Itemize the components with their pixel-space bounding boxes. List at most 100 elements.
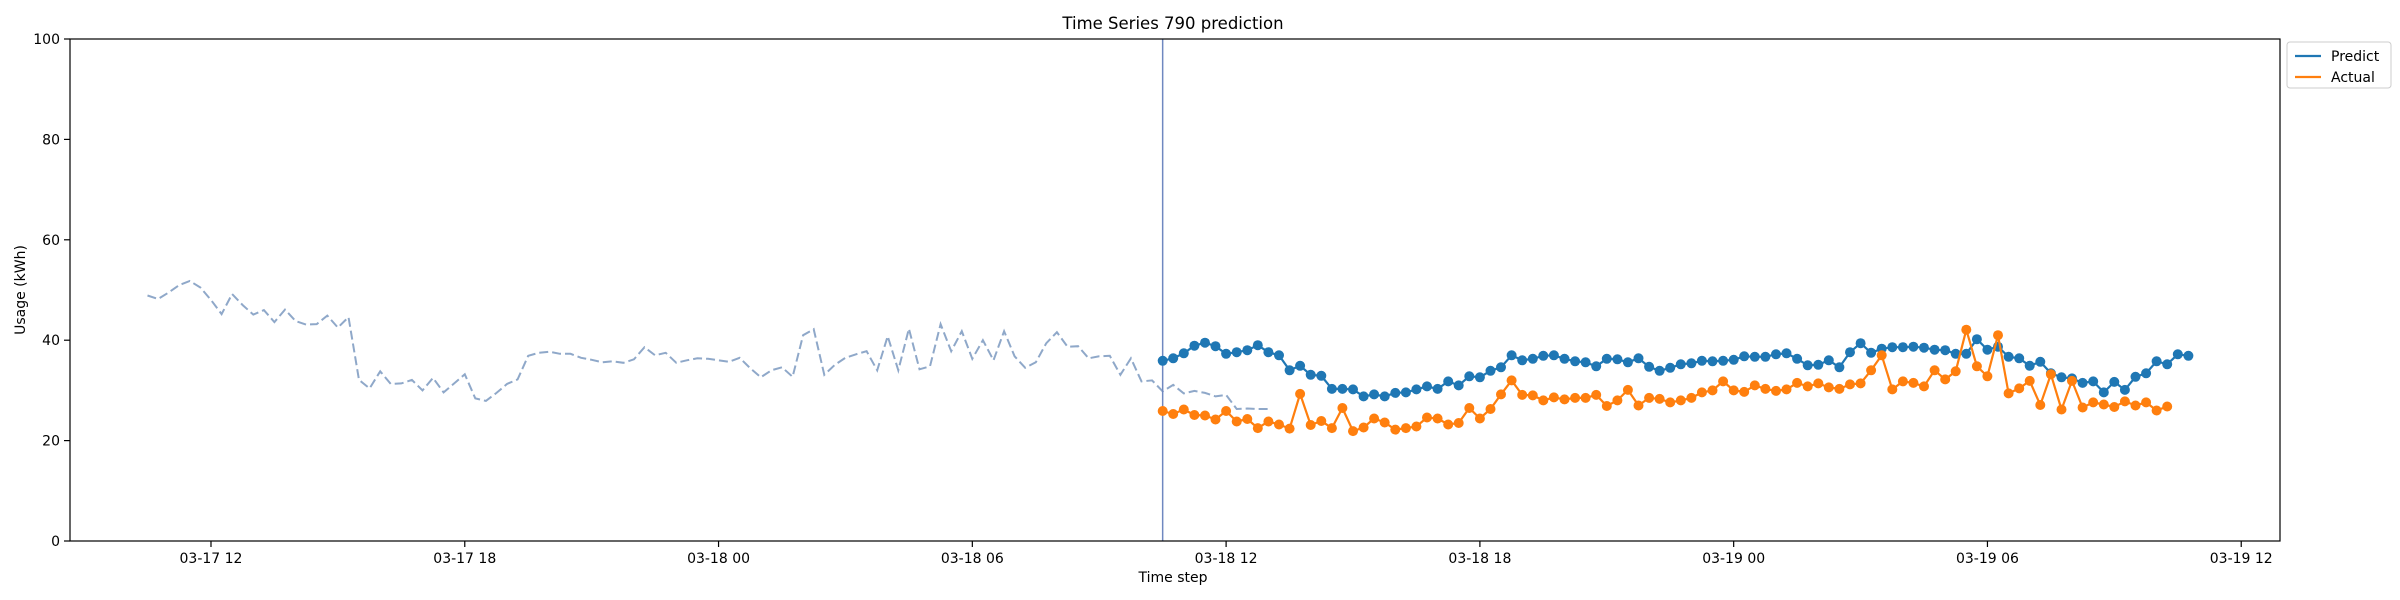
data-point-predict [1443,376,1454,387]
data-point-predict [1517,355,1528,366]
data-point-predict [1337,383,1348,394]
data-point-predict [1950,348,1961,359]
data-point-predict [1390,387,1401,398]
data-point-actual [1548,392,1559,403]
data-point-predict [1760,351,1771,362]
data-point-actual [2003,388,2014,399]
data-point-predict [1644,361,1655,372]
data-point-actual [2067,375,2077,386]
data-point-predict [1485,365,1496,376]
data-point-actual [1485,404,1496,414]
data-point-actual [1845,379,1855,390]
data-point-actual [1326,423,1337,434]
data-point-predict [1358,391,1369,402]
data-point-actual [1675,395,1686,406]
x-tick-label: 03-19 12 [2210,551,2273,567]
data-point-predict [1474,372,1485,383]
data-point-actual [1728,385,1739,396]
data-point-actual [1654,393,1665,404]
data-point-predict [1982,344,1993,355]
data-point-actual [1517,389,1528,400]
data-point-predict [1622,357,1633,368]
data-point-actual [1422,412,1432,423]
data-point-actual [2141,397,2152,408]
x-tick-label: 03-17 18 [433,551,496,567]
data-point-predict [1252,340,1263,351]
data-point-predict [1326,383,1337,394]
data-point-predict [1348,384,1358,395]
data-point-predict [1496,362,1506,373]
data-point-actual [1274,419,1284,430]
data-point-predict [2172,349,2183,360]
data-point-actual [2162,401,2173,412]
data-point-predict [1411,384,1422,395]
data-point-predict [1612,354,1623,365]
data-point-predict [2119,384,2130,395]
data-point-predict [1749,351,1760,362]
data-point-predict [1633,353,1644,364]
data-point-predict [1665,362,1676,373]
data-point-predict [1696,355,1707,366]
data-point-actual [1242,414,1253,424]
data-point-predict [2088,376,2099,387]
data-point-predict [2151,356,2162,367]
data-point-actual [2109,402,2120,412]
data-point-actual [1390,424,1401,435]
data-point-actual [1908,377,1919,388]
data-point-predict [1538,350,1549,361]
x-tick-label: 03-18 06 [941,551,1004,567]
data-point-predict [1855,338,1866,349]
data-point-actual [1961,324,1972,335]
data-point-predict [1823,355,1834,366]
data-point-actual [1633,400,1644,411]
data-point-predict [1834,362,1845,373]
data-point-predict [1866,347,1877,358]
data-point-predict [1961,348,1972,359]
data-point-predict [1178,348,1189,359]
data-point-actual [1379,417,1390,428]
data-point-actual [1263,416,1274,427]
data-point-predict [1718,355,1729,366]
data-point-actual [2014,383,2025,394]
data-point-predict [2141,368,2152,379]
data-point-actual [1834,383,1845,394]
data-point-predict [1189,340,1200,351]
data-point-predict [1316,370,1327,381]
y-tick-label: 40 [42,333,60,349]
data-point-predict [1781,348,1792,359]
x-tick-label: 03-18 18 [1448,551,1511,567]
plot-frame [69,38,2281,542]
data-point-predict [2109,376,2120,387]
data-point-predict [1675,359,1686,370]
data-point-predict [1654,365,1665,376]
data-point-predict [2035,356,2046,367]
data-point-predict [2056,372,2067,383]
data-point-predict [1570,356,1581,367]
data-point-predict [1464,371,1475,382]
data-point-actual [1295,388,1306,399]
data-point-actual [1157,406,1168,416]
data-point-actual [1887,384,1898,395]
x-tick-label: 03-18 00 [687,551,750,567]
data-point-actual [1358,422,1369,433]
data-point-actual [1686,392,1697,403]
legend-label-actual: Actual [2331,70,2375,86]
data-point-actual [1781,384,1792,395]
data-point-actual [1178,404,1189,415]
data-point-predict [2162,359,2173,370]
data-point-predict [1591,361,1602,372]
data-point-actual [1506,375,1517,386]
plot-area [147,39,2194,541]
data-point-predict [1200,337,1210,348]
x-tick-label: 03-19 00 [1702,551,1765,567]
data-point-actual [2056,404,2067,415]
data-point-actual [1622,384,1633,395]
data-point-predict [1739,351,1750,362]
data-point-predict [1919,342,1929,353]
data-point-actual [1527,390,1538,401]
data-point-predict [1728,354,1739,365]
data-point-actual [1348,426,1358,437]
data-point-actual [2077,402,2088,413]
axes: 0 20 40 60 80 100 03-17 12 03-17 18 03-18 00 03-1… [33,32,2281,567]
